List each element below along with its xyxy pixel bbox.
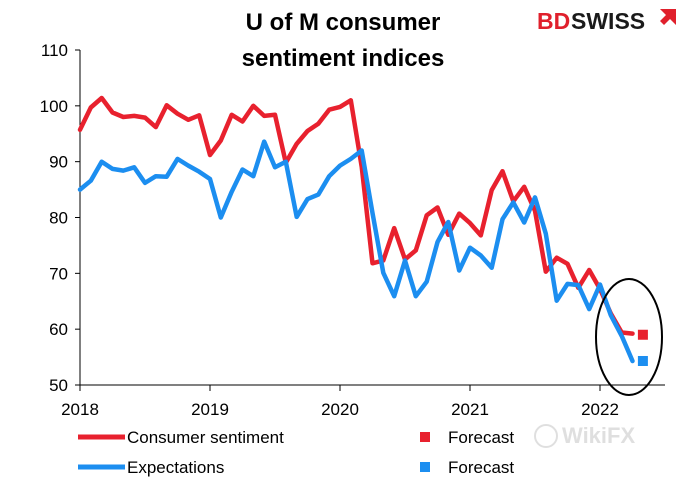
y-tick-label: 110 (41, 41, 68, 60)
forecast-marker-consumer-sentiment (637, 329, 648, 340)
chart-title-line1: U of M consumer (246, 9, 441, 36)
series-layer (77, 95, 635, 364)
forecast-layer (637, 329, 648, 366)
legend-label-consumer-sentiment: Consumer sentiment (127, 428, 284, 447)
x-tick-label: 2018 (61, 400, 99, 419)
x-ticks: 2018 2019 2020 2021 2022 (61, 385, 619, 419)
y-tick-label: 90 (49, 153, 68, 172)
brand-arrow-icon (660, 9, 676, 25)
y-tick-label: 100 (40, 97, 68, 116)
series-line-consumer-sentiment (77, 95, 635, 336)
watermark-text: WikiFX (562, 423, 635, 448)
chart-title-line2: sentiment indices (242, 45, 445, 72)
legend-swatch-forecast-blue (420, 462, 430, 472)
brand-text-swiss: SWISS (571, 8, 645, 34)
brand-logo: BD SWISS (537, 8, 676, 34)
legend-label-expectations: Expectations (127, 458, 224, 477)
x-tick-label: 2022 (581, 400, 619, 419)
y-tick-label: 70 (49, 264, 68, 283)
y-ticks: 50 60 70 80 90 100 110 (40, 41, 80, 395)
forecast-ellipse-annotation (595, 278, 663, 396)
watermark: WikiFX (534, 423, 635, 448)
series-line-expectations (77, 139, 635, 364)
brand-text-bd: BD (537, 8, 570, 34)
legend: Consumer sentiment Forecast Expectations… (78, 428, 514, 477)
legend-swatch-forecast-red (420, 432, 430, 442)
forecast-marker-expectations (637, 355, 648, 366)
x-tick-label: 2020 (321, 400, 359, 419)
y-tick-label: 60 (49, 320, 68, 339)
y-tick-label: 50 (49, 376, 68, 395)
x-tick-label: 2019 (191, 400, 229, 419)
watermark-icon (534, 424, 558, 448)
x-tick-label: 2021 (451, 400, 489, 419)
legend-label-forecast-red: Forecast (448, 428, 514, 447)
legend-label-forecast-blue: Forecast (448, 458, 514, 477)
y-tick-label: 80 (49, 209, 68, 228)
